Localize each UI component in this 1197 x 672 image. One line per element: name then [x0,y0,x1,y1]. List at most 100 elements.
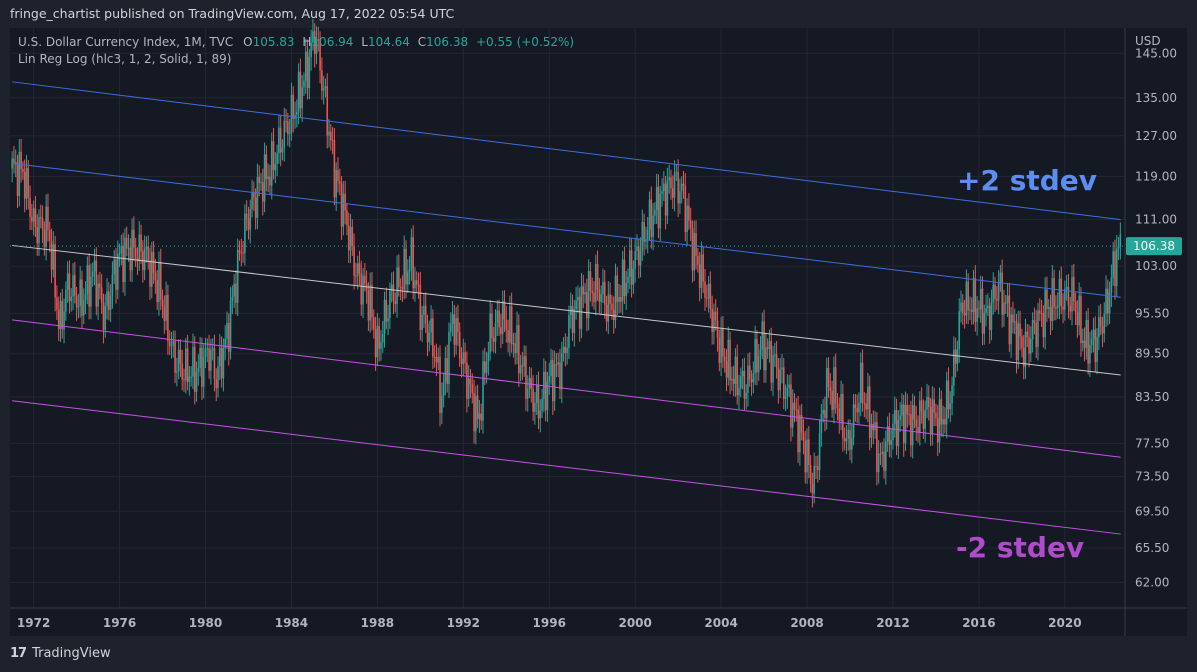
candle [442,372,445,408]
candle [562,337,565,362]
candle-body [890,440,892,445]
candle [999,264,1002,292]
candle [220,336,223,388]
candle [1012,301,1014,334]
candle-body [933,399,935,413]
candle [675,164,678,181]
candle [462,338,465,376]
candle [713,303,715,345]
candle [824,396,826,432]
candle-body [793,402,796,410]
candle [253,181,255,211]
candle [994,276,996,312]
candle [1074,292,1077,325]
candle-body [360,273,363,305]
candle [183,368,185,392]
candle-body [278,127,280,154]
candle [122,232,124,293]
candle-body [1033,320,1036,323]
indicator-label: Lin Reg Log (hlc3, 1, 2, Solid, 1, 89) [18,52,232,66]
candle [177,339,180,380]
candle-body [356,263,359,277]
candle [636,234,638,261]
candle [13,145,15,174]
candle-body [682,183,685,186]
candle-body [13,158,15,165]
candle-body [727,339,730,378]
candle [534,391,536,425]
candle-body [765,347,767,371]
candle-body [1019,323,1021,337]
candle-body [222,348,225,379]
candle [897,410,900,460]
candle [321,57,323,100]
candle-body [987,305,989,308]
candle [405,240,407,299]
candle [353,233,355,290]
candle-body [697,255,699,265]
candle-body [501,300,504,335]
candle [190,366,192,387]
candle-body [1035,322,1038,347]
candle-body [571,305,574,334]
candle-body [276,153,278,164]
candle [372,309,375,339]
candle-body [523,356,525,367]
candle [593,281,595,310]
candle-body [743,370,746,399]
candle [754,325,756,385]
candle [877,440,880,484]
candle-body [478,413,481,419]
candle-body [407,271,409,285]
candle-body [14,162,17,165]
candle-body [960,302,962,312]
candle [283,107,286,162]
candle [1117,236,1120,261]
candle-body [20,151,22,169]
candle [290,82,293,141]
candle [526,375,529,412]
candle [654,202,656,225]
candle [308,48,311,100]
candle [729,331,731,395]
candle [469,368,472,399]
candle-body [1092,329,1095,339]
candle [224,325,226,361]
candle [738,374,740,410]
candle-body [906,404,909,415]
candle-body [410,237,413,270]
chart-frame[interactable] [10,28,1187,636]
candle-body [485,361,488,374]
candle-body [181,363,184,380]
candle-body [371,285,373,318]
candle [476,384,479,429]
candle-body [349,226,352,251]
candle [913,395,916,429]
candle [594,254,597,316]
candle [1114,239,1116,300]
candle-body [842,394,844,438]
candle-body [584,292,586,295]
candle [637,238,640,279]
candle-body [790,384,792,428]
candle-body [895,409,898,447]
candle-body [177,349,180,372]
candle [1004,294,1007,314]
candle [1065,274,1068,301]
candle-body [185,348,187,381]
low-value: 104.64 [367,35,410,49]
candle [786,374,789,409]
y-tick-label-9: 77.50 [1135,436,1169,450]
candle [310,29,312,71]
candle [195,361,198,402]
candle-body [74,275,76,296]
candle [521,351,524,381]
candle-body [79,279,81,306]
candle-body [304,51,307,81]
candle [491,303,493,352]
candle-body [774,354,776,356]
candle [389,282,391,329]
candle-body [84,294,87,301]
candle [242,240,244,263]
